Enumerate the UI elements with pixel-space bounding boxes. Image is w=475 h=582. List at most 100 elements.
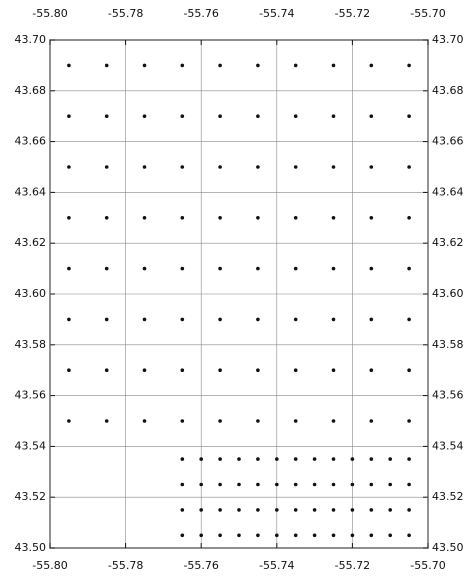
y-tick-label-right: 43.62 (432, 236, 464, 249)
point (256, 508, 260, 512)
point (218, 419, 222, 423)
y-tick-label: 43.58 (15, 338, 47, 351)
point (218, 368, 222, 373)
point (293, 266, 298, 271)
point (142, 114, 147, 118)
point (350, 533, 355, 538)
point (142, 317, 147, 322)
x-tick-label: -55.80 (32, 559, 67, 572)
point (331, 63, 336, 68)
point (275, 533, 279, 538)
point (67, 266, 71, 271)
point (218, 266, 222, 271)
point (237, 533, 241, 538)
y-tick-label-right: 43.56 (432, 389, 464, 402)
point (312, 533, 317, 538)
point (369, 63, 374, 68)
point (180, 216, 185, 220)
point (293, 63, 298, 68)
point (256, 63, 260, 68)
y-tick-label: 43.68 (15, 84, 47, 97)
point (407, 165, 411, 169)
point (293, 114, 298, 118)
point (199, 457, 203, 461)
point (218, 114, 222, 118)
point (388, 533, 393, 538)
point (237, 457, 241, 461)
point (407, 317, 411, 322)
point (199, 508, 203, 512)
point (104, 63, 109, 68)
point (331, 508, 336, 512)
point (67, 368, 71, 373)
x-tick-label: -55.76 (183, 559, 218, 572)
point (180, 114, 185, 118)
x-tick-label: -55.70 (410, 559, 445, 572)
point (407, 266, 411, 271)
point (407, 368, 411, 373)
y-tick-label: 43.56 (15, 389, 47, 402)
x-tick-label-top: -55.78 (108, 7, 143, 20)
y-tick-label-right: 43.66 (432, 135, 464, 148)
point (67, 63, 71, 68)
point (369, 216, 374, 220)
point (331, 165, 336, 169)
point (142, 266, 147, 271)
point (388, 482, 393, 487)
point (350, 508, 355, 512)
point (142, 63, 147, 68)
point (407, 63, 411, 68)
point (256, 457, 260, 461)
y-tick-label-right: 43.58 (432, 338, 464, 351)
point (218, 216, 222, 220)
y-tick-label: 43.52 (15, 490, 47, 503)
point (218, 508, 222, 512)
x-tick-label-top: -55.72 (335, 7, 370, 20)
point (369, 165, 374, 169)
point (180, 266, 185, 271)
point (407, 508, 411, 512)
point (142, 368, 147, 373)
point (104, 216, 109, 220)
point (331, 368, 336, 373)
point (293, 368, 298, 373)
point (218, 533, 222, 538)
point (180, 368, 185, 373)
point (67, 216, 71, 220)
point (218, 457, 222, 461)
point (199, 533, 203, 538)
point (256, 114, 260, 118)
point (293, 508, 298, 512)
point (180, 457, 185, 461)
point (256, 533, 260, 538)
y-tick-label-right: 43.50 (432, 541, 464, 554)
point (256, 317, 260, 322)
point (218, 63, 222, 68)
point (312, 457, 317, 461)
point (407, 114, 411, 118)
point (275, 457, 279, 461)
point (104, 165, 109, 169)
point (180, 63, 185, 68)
point (256, 266, 260, 271)
point (407, 482, 411, 487)
x-tick-label-top: -55.76 (183, 7, 218, 20)
point (256, 216, 260, 220)
point (369, 368, 374, 373)
point (180, 533, 185, 538)
point (180, 165, 185, 169)
x-tick-label: -55.78 (108, 559, 143, 572)
point (293, 419, 298, 423)
point (104, 368, 109, 373)
point (218, 317, 222, 322)
point (218, 165, 222, 169)
point (369, 508, 374, 512)
point (180, 482, 185, 487)
point (331, 482, 336, 487)
y-tick-label: 43.60 (15, 287, 47, 300)
point (237, 508, 241, 512)
point (331, 317, 336, 322)
point (104, 419, 109, 423)
